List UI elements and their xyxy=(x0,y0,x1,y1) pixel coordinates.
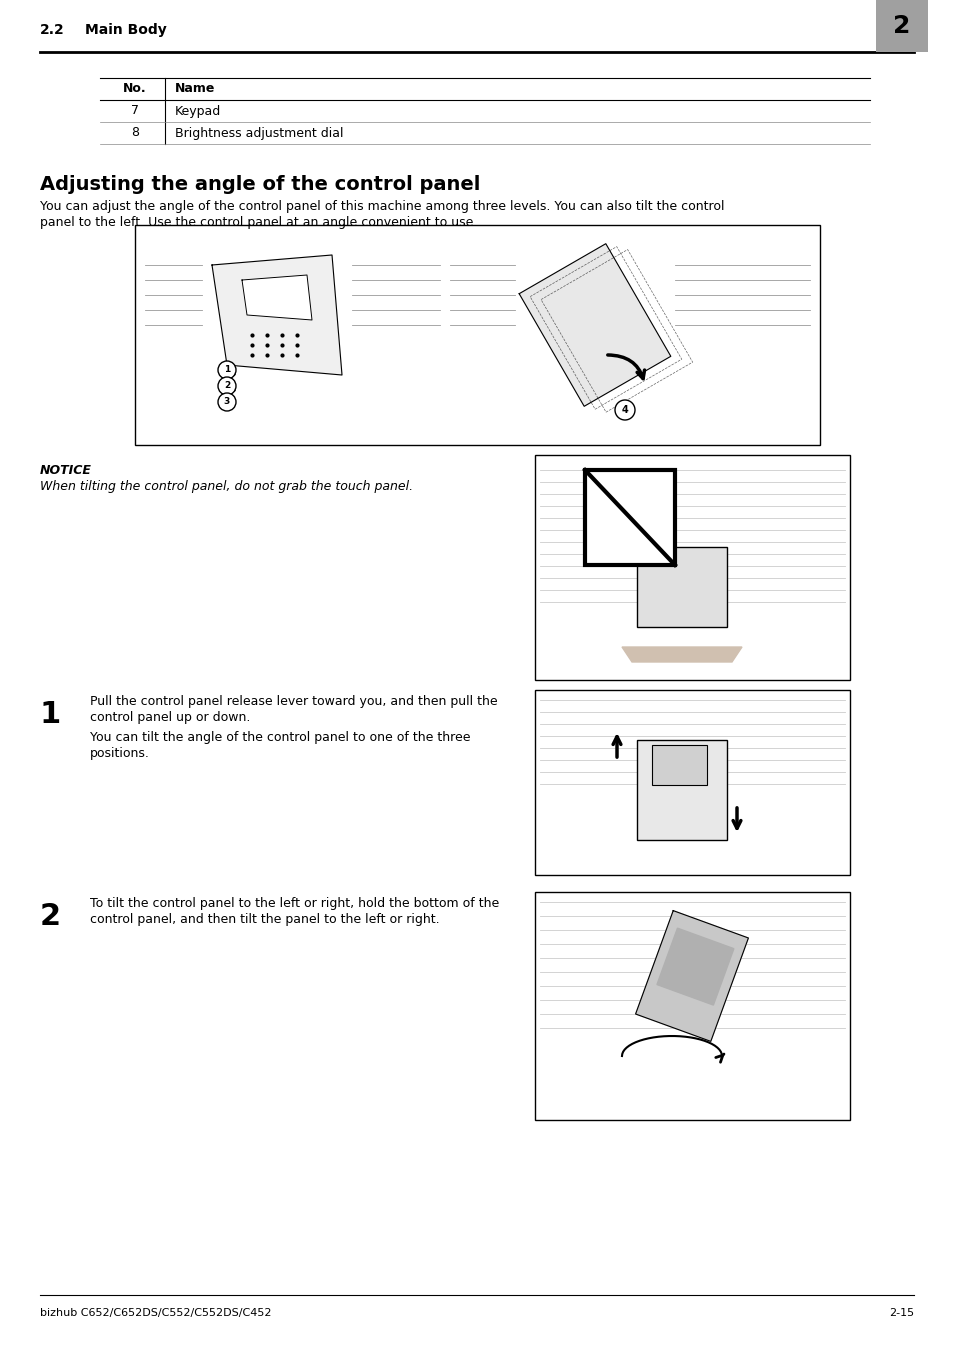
Text: Main Body: Main Body xyxy=(85,23,167,36)
Text: Name: Name xyxy=(174,82,215,96)
Circle shape xyxy=(218,393,235,410)
Bar xyxy=(584,470,675,566)
Text: 2: 2 xyxy=(892,14,910,38)
Bar xyxy=(135,225,820,446)
Text: 1: 1 xyxy=(224,366,230,374)
Bar xyxy=(535,892,849,1120)
Text: 2.2: 2.2 xyxy=(40,23,65,36)
Text: 2-15: 2-15 xyxy=(888,1308,913,1318)
Circle shape xyxy=(218,360,235,379)
Text: NOTICE: NOTICE xyxy=(40,464,91,477)
Bar xyxy=(875,0,927,53)
Text: control panel up or down.: control panel up or down. xyxy=(90,711,250,724)
Bar xyxy=(535,690,849,875)
Text: No.: No. xyxy=(123,82,147,96)
Text: 8: 8 xyxy=(131,127,139,139)
Bar xyxy=(535,455,849,680)
Circle shape xyxy=(615,400,635,420)
Bar xyxy=(651,745,706,784)
Polygon shape xyxy=(635,911,747,1041)
Text: 3: 3 xyxy=(224,397,230,406)
Text: control panel, and then tilt the panel to the left or right.: control panel, and then tilt the panel t… xyxy=(90,913,439,926)
Text: 4: 4 xyxy=(621,405,628,414)
Text: 2: 2 xyxy=(40,902,61,932)
Text: You can tilt the angle of the control panel to one of the three: You can tilt the angle of the control pa… xyxy=(90,730,470,744)
Text: bizhub C652/C652DS/C552/C552DS/C452: bizhub C652/C652DS/C552/C552DS/C452 xyxy=(40,1308,272,1318)
Polygon shape xyxy=(518,244,670,406)
Text: Pull the control panel release lever toward you, and then pull the: Pull the control panel release lever tow… xyxy=(90,695,497,707)
Text: Brightness adjustment dial: Brightness adjustment dial xyxy=(174,127,343,139)
Text: Adjusting the angle of the control panel: Adjusting the angle of the control panel xyxy=(40,176,480,194)
Text: 2: 2 xyxy=(224,382,230,390)
Polygon shape xyxy=(242,275,312,320)
Bar xyxy=(637,547,726,626)
Text: 1: 1 xyxy=(40,701,61,729)
Text: To tilt the control panel to the left or right, hold the bottom of the: To tilt the control panel to the left or… xyxy=(90,896,498,910)
Polygon shape xyxy=(212,255,341,375)
Text: 7: 7 xyxy=(131,104,139,117)
Polygon shape xyxy=(657,929,733,1004)
Polygon shape xyxy=(621,647,741,662)
Text: When tilting the control panel, do not grab the touch panel.: When tilting the control panel, do not g… xyxy=(40,481,413,493)
Text: Keypad: Keypad xyxy=(174,104,221,117)
Bar xyxy=(637,740,726,840)
Text: panel to the left. Use the control panel at an angle convenient to use.: panel to the left. Use the control panel… xyxy=(40,216,476,230)
Text: You can adjust the angle of the control panel of this machine among three levels: You can adjust the angle of the control … xyxy=(40,200,723,213)
Circle shape xyxy=(218,377,235,396)
Text: positions.: positions. xyxy=(90,747,150,760)
